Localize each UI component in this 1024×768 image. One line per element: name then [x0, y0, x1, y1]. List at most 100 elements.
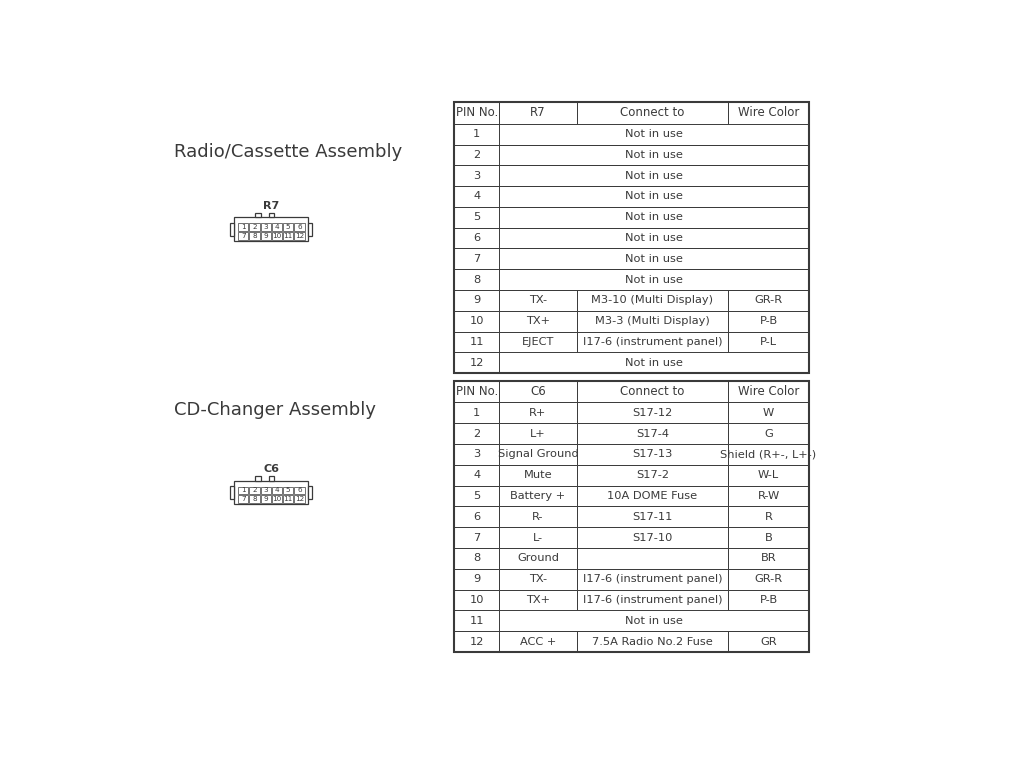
Bar [728, 144, 809, 165]
Text: 8: 8 [252, 496, 257, 502]
Bar [234, 481, 308, 505]
Text: W-L: W-L [758, 470, 779, 480]
Bar [455, 102, 500, 124]
Bar [239, 223, 248, 231]
Text: 8: 8 [473, 554, 480, 564]
Bar [728, 569, 809, 590]
Bar [261, 232, 270, 240]
Text: 7: 7 [473, 254, 480, 264]
Text: PIN No.: PIN No. [456, 386, 498, 398]
Bar [728, 311, 809, 332]
Bar [577, 102, 728, 124]
Text: 10: 10 [469, 316, 484, 326]
Text: 2: 2 [473, 429, 480, 439]
Text: 4: 4 [473, 191, 480, 201]
Bar [455, 165, 500, 186]
Bar [577, 249, 728, 270]
Bar [455, 506, 500, 527]
Bar [500, 270, 577, 290]
Bar [268, 476, 274, 481]
Bar [500, 165, 577, 186]
Text: 3: 3 [263, 224, 268, 230]
Bar [272, 223, 282, 231]
Bar [455, 102, 809, 373]
Text: R7: R7 [263, 200, 280, 210]
Bar [455, 611, 500, 631]
Bar [728, 381, 809, 402]
Bar [500, 423, 577, 444]
Bar [500, 353, 577, 373]
Text: 9: 9 [263, 496, 268, 502]
Bar [728, 102, 809, 124]
Text: R+: R+ [529, 408, 547, 418]
Bar [500, 102, 577, 124]
Text: L+: L+ [530, 429, 546, 439]
Bar [455, 270, 500, 290]
Text: 4: 4 [274, 488, 280, 494]
Text: 9: 9 [473, 574, 480, 584]
Text: R: R [765, 511, 772, 521]
Text: W: W [763, 408, 774, 418]
Bar [500, 144, 577, 165]
Bar [577, 590, 728, 611]
Text: 10A DOME Fuse: 10A DOME Fuse [607, 491, 697, 501]
Text: Not in use: Not in use [626, 150, 683, 160]
Bar [500, 165, 809, 186]
Text: BR: BR [761, 554, 776, 564]
Text: 6: 6 [473, 233, 480, 243]
Text: 12: 12 [295, 233, 304, 239]
Bar [728, 631, 809, 652]
Bar [577, 485, 728, 506]
Text: 1: 1 [473, 129, 480, 139]
Bar [455, 144, 500, 165]
Bar [577, 444, 728, 465]
Text: 10: 10 [469, 595, 484, 605]
Text: 12: 12 [295, 496, 304, 502]
Bar [455, 353, 500, 373]
Bar [455, 631, 500, 652]
Text: S17-13: S17-13 [632, 449, 673, 459]
Bar [500, 311, 577, 332]
Bar [577, 631, 728, 652]
Text: 3: 3 [473, 170, 480, 180]
Bar [455, 527, 500, 548]
Text: 5: 5 [473, 212, 480, 222]
Bar [455, 249, 500, 270]
Text: 2: 2 [473, 150, 480, 160]
Bar [728, 527, 809, 548]
Bar [728, 611, 809, 631]
Text: ACC +: ACC + [520, 637, 556, 647]
Text: Not in use: Not in use [626, 191, 683, 201]
Text: R7: R7 [530, 107, 546, 120]
Text: 11: 11 [469, 337, 484, 347]
Text: Not in use: Not in use [626, 129, 683, 139]
Text: P-B: P-B [760, 595, 777, 605]
Bar [455, 290, 500, 311]
Bar [500, 548, 577, 569]
Bar [500, 631, 577, 652]
Bar [500, 144, 809, 165]
Text: GR: GR [760, 637, 777, 647]
Bar [577, 186, 728, 207]
Text: Radio/Cassette Assembly: Radio/Cassette Assembly [174, 143, 402, 161]
Bar [577, 506, 728, 527]
Bar [500, 207, 577, 227]
Bar [455, 381, 500, 402]
Text: R-: R- [532, 511, 544, 521]
Text: Not in use: Not in use [626, 275, 683, 285]
Bar [728, 227, 809, 249]
Bar [728, 332, 809, 353]
Bar [295, 223, 304, 231]
Bar [500, 353, 809, 373]
Text: 5: 5 [286, 488, 291, 494]
Text: 7: 7 [241, 233, 246, 239]
Bar [455, 590, 500, 611]
Bar [295, 487, 304, 495]
Bar [728, 485, 809, 506]
Bar [455, 124, 500, 144]
Text: 11: 11 [284, 233, 293, 239]
Bar [234, 217, 308, 241]
Text: Connect to: Connect to [621, 386, 684, 398]
Bar [500, 290, 577, 311]
Bar [577, 548, 728, 569]
